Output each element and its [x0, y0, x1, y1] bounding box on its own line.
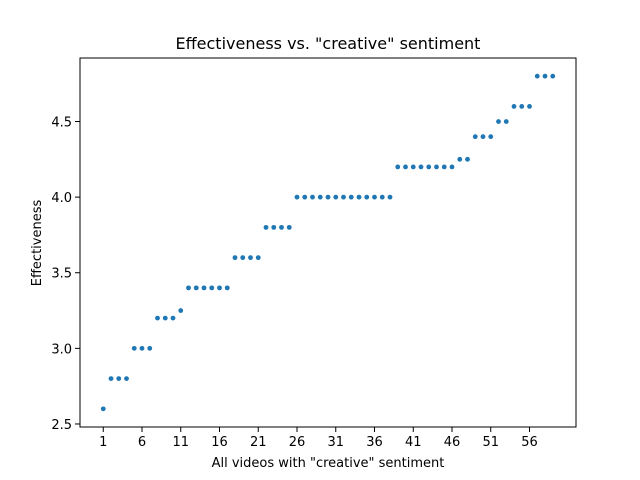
data-point	[441, 164, 447, 170]
data-point	[162, 315, 168, 321]
data-point	[449, 164, 455, 170]
data-point	[403, 164, 408, 170]
data-point	[379, 194, 385, 200]
data-point	[372, 194, 377, 200]
data-point	[341, 194, 346, 200]
data-point	[255, 255, 261, 261]
data-point	[263, 224, 269, 230]
x-tick-label: 26	[289, 435, 306, 450]
x-tick-label: 21	[250, 435, 267, 450]
data-point	[232, 255, 238, 261]
data-point	[224, 285, 230, 291]
y-axis: 2.5 3.0 3.5 4.0 4.5	[51, 116, 80, 433]
data-point	[279, 224, 284, 230]
data-point	[348, 194, 354, 200]
data-point	[286, 224, 292, 230]
data-point	[186, 285, 191, 291]
data-point	[217, 285, 222, 291]
data-point	[387, 194, 393, 200]
y-axis-label: Effectiveness	[30, 200, 45, 287]
x-tick-label: 16	[211, 435, 228, 450]
x-tick-label: 36	[366, 435, 383, 450]
data-point	[418, 164, 424, 170]
data-point	[248, 255, 253, 261]
data-point	[201, 285, 207, 291]
data-point	[356, 194, 362, 200]
data-point	[209, 285, 215, 291]
data-point	[240, 255, 246, 261]
x-axis: 1 6 11 16 21 26 31 36 41 46 51 56	[99, 427, 538, 450]
x-tick-label: 1	[99, 435, 107, 450]
data-point	[534, 73, 540, 79]
data-point	[317, 194, 323, 200]
chart-title: Effectiveness vs. "creative" sentiment	[176, 34, 481, 53]
data-point	[457, 156, 463, 162]
data-point	[472, 134, 478, 140]
data-point	[100, 406, 106, 412]
x-tick-label: 46	[444, 435, 461, 450]
x-tick-label: 41	[405, 435, 422, 450]
data-point	[108, 376, 114, 382]
y-tick-label: 3.5	[51, 267, 72, 282]
data-point	[131, 345, 137, 351]
x-tick-label: 51	[482, 435, 499, 450]
data-point	[480, 134, 486, 140]
data-point	[426, 164, 432, 170]
data-point	[116, 376, 122, 382]
data-point	[410, 164, 416, 170]
data-point	[178, 308, 184, 313]
x-tick-label: 11	[172, 435, 189, 450]
data-point	[271, 224, 277, 230]
data-point	[155, 315, 160, 321]
data-point	[124, 376, 129, 382]
data-point	[511, 103, 517, 109]
x-tick-label: 56	[521, 435, 538, 450]
y-tick-label: 2.5	[51, 418, 72, 433]
y-tick-label: 4.5	[51, 116, 72, 131]
data-point	[364, 194, 370, 200]
data-point	[434, 164, 439, 170]
plot-area-frame	[79, 57, 577, 428]
x-axis-label: All videos with "creative" sentiment	[212, 456, 445, 471]
data-point	[310, 194, 315, 200]
data-point	[496, 119, 501, 124]
data-point	[527, 103, 532, 109]
data-point	[193, 285, 199, 291]
data-point	[170, 315, 176, 321]
data-point	[550, 73, 556, 79]
x-tick-label: 31	[327, 435, 344, 450]
data-point	[503, 119, 509, 124]
data-point	[333, 194, 339, 200]
x-tick-label: 6	[138, 435, 146, 450]
data-point	[488, 134, 494, 140]
data-point	[139, 345, 145, 351]
y-tick-label: 4.0	[51, 191, 72, 206]
data-points	[100, 73, 556, 412]
data-point	[302, 194, 308, 200]
data-point	[294, 194, 300, 200]
data-point	[465, 156, 470, 162]
data-point	[542, 73, 548, 79]
data-point	[325, 194, 331, 200]
data-point	[147, 345, 153, 351]
data-point	[395, 164, 401, 170]
data-point	[519, 103, 525, 109]
y-tick-label: 3.0	[51, 342, 72, 357]
